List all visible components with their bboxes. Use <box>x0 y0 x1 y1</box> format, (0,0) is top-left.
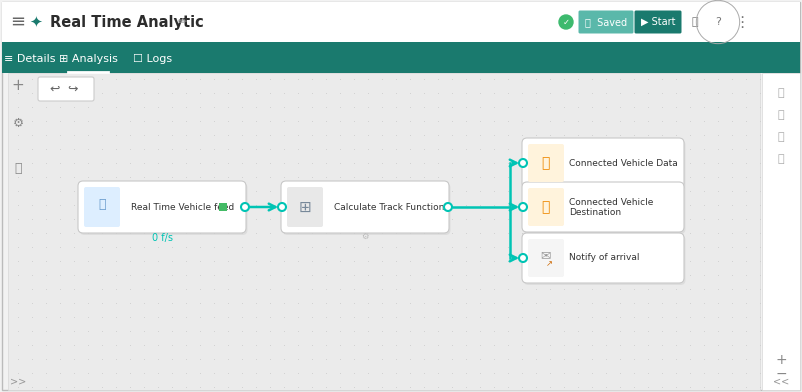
Text: ⚙: ⚙ <box>12 116 23 129</box>
Text: ✏: ✏ <box>177 17 187 27</box>
FancyBboxPatch shape <box>2 45 800 73</box>
Text: Calculate Track Function: Calculate Track Function <box>334 203 444 212</box>
FancyBboxPatch shape <box>219 203 227 211</box>
FancyBboxPatch shape <box>524 235 686 285</box>
FancyBboxPatch shape <box>282 183 451 235</box>
Text: 🔒: 🔒 <box>691 17 699 27</box>
FancyBboxPatch shape <box>522 138 684 188</box>
Text: 📱: 📱 <box>99 198 106 211</box>
Text: 🏷: 🏷 <box>541 200 549 214</box>
Text: <<: << <box>773 376 789 386</box>
Text: ☐ Logs: ☐ Logs <box>133 54 172 64</box>
Text: ⛶: ⛶ <box>778 154 784 164</box>
FancyBboxPatch shape <box>281 181 449 233</box>
FancyBboxPatch shape <box>528 239 564 277</box>
Text: ✓: ✓ <box>562 18 569 27</box>
FancyBboxPatch shape <box>522 233 684 283</box>
FancyBboxPatch shape <box>287 187 323 227</box>
FancyBboxPatch shape <box>528 144 564 182</box>
Text: ≡: ≡ <box>10 13 26 31</box>
Text: ▶ Start: ▶ Start <box>641 17 675 27</box>
FancyBboxPatch shape <box>524 184 686 234</box>
FancyBboxPatch shape <box>78 181 246 233</box>
Text: ⋮: ⋮ <box>735 15 750 29</box>
Text: ↗: ↗ <box>545 260 553 269</box>
Text: ⛶: ⛶ <box>778 88 784 98</box>
Text: ↩: ↩ <box>50 82 60 96</box>
Circle shape <box>519 203 527 211</box>
Text: ⛶: ⛶ <box>778 110 784 120</box>
Circle shape <box>241 203 249 211</box>
Text: Destination: Destination <box>569 207 621 216</box>
Text: 🏷: 🏷 <box>541 156 549 170</box>
FancyBboxPatch shape <box>528 188 564 226</box>
Text: Connected Vehicle: Connected Vehicle <box>569 198 654 207</box>
FancyBboxPatch shape <box>2 2 800 44</box>
FancyBboxPatch shape <box>762 73 800 390</box>
Circle shape <box>519 254 527 262</box>
Text: ↪: ↪ <box>67 82 79 96</box>
FancyBboxPatch shape <box>84 187 120 227</box>
Text: ?: ? <box>715 17 721 27</box>
Text: 🖫  Saved: 🖫 Saved <box>585 17 627 27</box>
Text: ≡ Details: ≡ Details <box>4 54 56 64</box>
Text: >>: >> <box>10 376 26 386</box>
Text: +: + <box>11 78 24 93</box>
Text: 〜: 〜 <box>14 162 22 174</box>
Text: ⛶: ⛶ <box>778 132 784 142</box>
Text: Real Time Vehicle feed: Real Time Vehicle feed <box>131 203 234 212</box>
FancyBboxPatch shape <box>8 73 760 390</box>
Text: −: − <box>776 367 787 381</box>
Text: ⚙: ⚙ <box>361 232 369 241</box>
Text: Real Time Analytic: Real Time Analytic <box>50 15 204 29</box>
Text: ✉: ✉ <box>540 249 550 263</box>
FancyBboxPatch shape <box>634 11 682 33</box>
Text: +: + <box>776 353 787 367</box>
Text: Notify of arrival: Notify of arrival <box>569 254 639 263</box>
FancyBboxPatch shape <box>578 11 634 33</box>
Text: ✦: ✦ <box>30 15 43 29</box>
FancyBboxPatch shape <box>79 183 248 235</box>
Circle shape <box>444 203 452 211</box>
FancyBboxPatch shape <box>522 182 684 232</box>
FancyBboxPatch shape <box>38 77 94 101</box>
Circle shape <box>519 159 527 167</box>
Text: Connected Vehicle Data: Connected Vehicle Data <box>569 158 678 167</box>
FancyBboxPatch shape <box>524 140 686 190</box>
Text: ⊞ Analysis: ⊞ Analysis <box>59 54 117 64</box>
Circle shape <box>559 15 573 29</box>
Text: ⊞: ⊞ <box>298 200 311 214</box>
FancyBboxPatch shape <box>2 42 800 45</box>
Text: 0 f/s: 0 f/s <box>152 233 172 243</box>
Circle shape <box>278 203 286 211</box>
